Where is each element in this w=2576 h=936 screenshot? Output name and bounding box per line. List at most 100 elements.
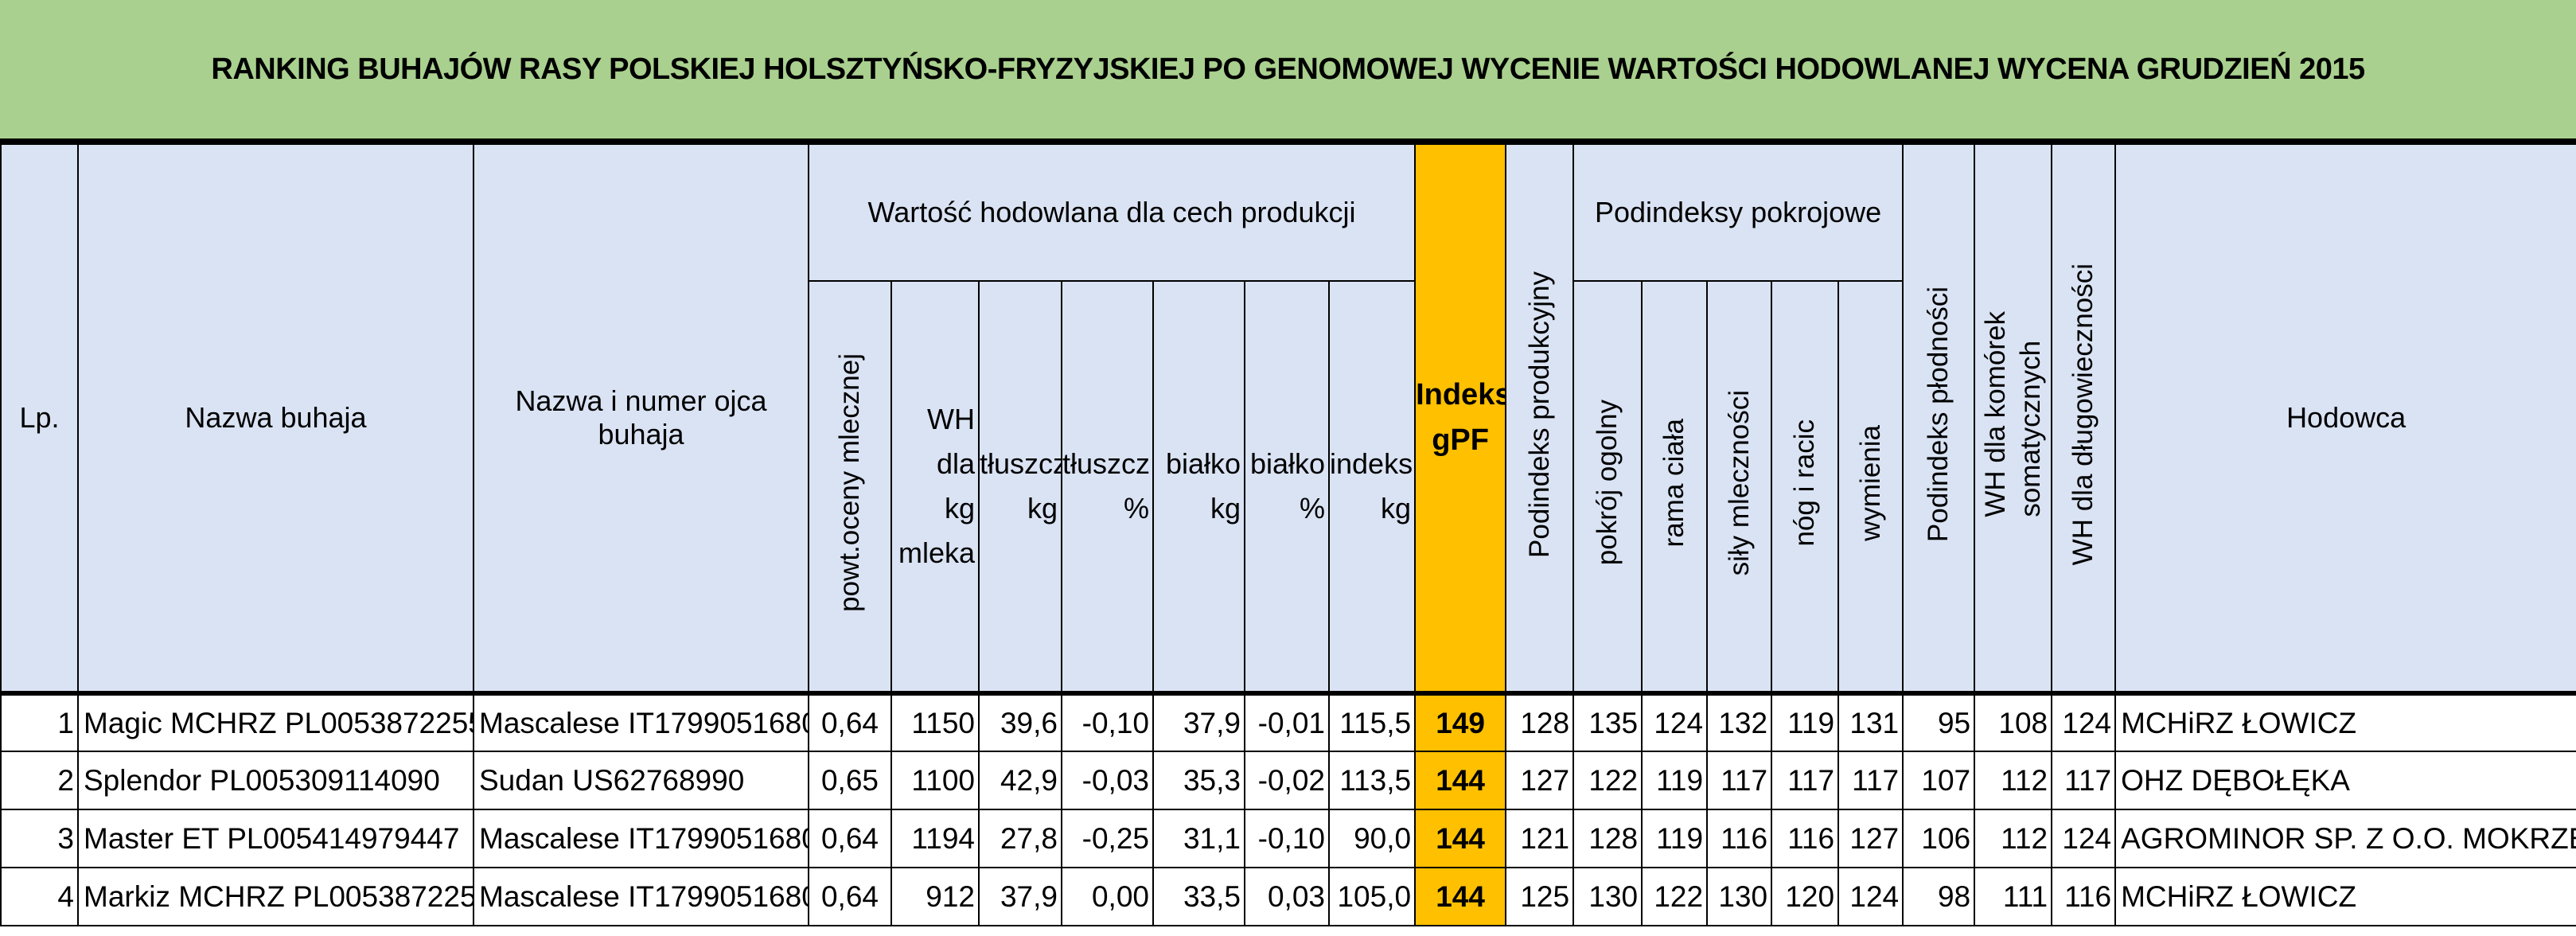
cell-tl-kg: 39,6	[978, 691, 1062, 752]
cell-prod: 128	[1505, 691, 1575, 752]
cell-prod: 125	[1505, 867, 1575, 926]
header-dlugowiecznosci: WH dla długowieczności	[2051, 143, 2117, 694]
cell-wym: 117	[1837, 751, 1904, 810]
cell-kom: 112	[1974, 809, 2053, 868]
cell-plod: 107	[1902, 751, 1976, 810]
cell-plod: 106	[1902, 809, 1976, 868]
cell-prod: 121	[1505, 809, 1575, 868]
cell-pokroj: 128	[1572, 809, 1643, 868]
cell-dlug: 116	[2051, 867, 2117, 926]
header-plodnosci-label: Podindeks płodności	[1923, 286, 1954, 543]
cell-nazwa: Splendor PL005309114090	[77, 751, 474, 810]
cell-dlug: 124	[2051, 691, 2117, 752]
cell-plod: 98	[1902, 867, 1976, 926]
cell-nog: 119	[1771, 691, 1840, 752]
cell-sily: 130	[1706, 867, 1773, 926]
cell-rama: 122	[1641, 867, 1709, 926]
cell-tl-pct: -0,10	[1061, 691, 1154, 752]
cell-mleko: 912	[890, 867, 980, 926]
cell-lp: 2	[0, 751, 79, 810]
cell-lp: 1	[0, 691, 79, 752]
cell-sily: 117	[1706, 751, 1773, 810]
header-group-pokrojowe: Podindeksy pokrojowe	[1572, 143, 1904, 282]
cell-wym: 124	[1837, 867, 1904, 926]
cell-powt: 0,64	[808, 809, 892, 868]
header-tluszcz-pct: tłuszcz%	[1061, 280, 1154, 694]
cell-dlug: 124	[2051, 809, 2117, 868]
cell-mleko: 1194	[890, 809, 980, 868]
cell-indeks-kg: 115,5	[1327, 691, 1417, 752]
cell-pokroj: 135	[1572, 691, 1643, 752]
cell-rama: 119	[1641, 751, 1709, 810]
cell-bi-kg: 35,3	[1152, 751, 1245, 810]
cell-powt: 0,64	[808, 867, 892, 926]
cell-hodowca: MCHiRZ ŁOWICZ	[2114, 691, 2576, 752]
cell-gpf: 144	[1414, 751, 1507, 810]
page-title: RANKING BUHAJÓW RASY POLSKIEJ HOLSZTYŃSK…	[0, 0, 2576, 143]
cell-dlug: 117	[2051, 751, 2117, 810]
cell-ojciec: Mascalese IT17990516801	[473, 867, 809, 926]
cell-ojciec: Mascalese IT17990516801	[473, 809, 809, 868]
table-row: 4 Markiz MCHRZ PL005387225565 Mascalese …	[0, 867, 2576, 926]
cell-gpf: 149	[1414, 691, 1507, 752]
cell-tl-kg: 42,9	[978, 751, 1062, 810]
cell-wym: 131	[1837, 691, 1904, 752]
cell-wym: 127	[1837, 809, 1904, 868]
cell-lp: 3	[0, 809, 79, 868]
cell-pokroj: 130	[1572, 867, 1643, 926]
cell-sily: 116	[1706, 809, 1773, 868]
cell-tl-pct: -0,03	[1061, 751, 1154, 810]
cell-rama: 119	[1641, 809, 1709, 868]
cell-nazwa: Master ET PL005414979447	[77, 809, 474, 868]
cell-indeks-kg: 90,0	[1327, 809, 1417, 868]
cell-indeks-kg: 105,0	[1327, 867, 1417, 926]
header-powt-label: powt.oceny mlecznej	[834, 353, 866, 612]
cell-gpf: 144	[1414, 867, 1507, 926]
header-tluszcz-kg: tłuszcz kg	[978, 280, 1062, 694]
cell-pokroj: 122	[1572, 751, 1643, 810]
header-sily: siły mleczności	[1706, 280, 1773, 694]
header-nog-label: nóg i racic	[1789, 419, 1821, 547]
header-bialko-pct: białko%	[1244, 280, 1330, 694]
cell-mleko: 1150	[890, 691, 980, 752]
cell-gpf: 144	[1414, 809, 1507, 868]
cell-powt: 0,65	[808, 751, 892, 810]
cell-tl-kg: 37,9	[978, 867, 1062, 926]
header-wymienia: wymienia	[1837, 280, 1904, 694]
cell-nazwa: Markiz MCHRZ PL005387225565	[77, 867, 474, 926]
cell-ojciec: Sudan US62768990	[473, 751, 809, 810]
cell-kom: 111	[1974, 867, 2053, 926]
cell-bi-pct: -0,01	[1244, 691, 1330, 752]
cell-ojciec: Mascalese IT17990516801	[473, 691, 809, 752]
header-gpf-line2: gPF	[1432, 423, 1489, 457]
table-row: 2 Splendor PL005309114090 Sudan US627689…	[0, 751, 2576, 810]
header-sily-label: siły mleczności	[1723, 389, 1755, 576]
table-row: 1 Magic MCHRZ PL005387225572 Mascalese I…	[0, 691, 2576, 752]
header-lp: Lp.	[0, 143, 79, 694]
cell-bi-pct: -0,02	[1244, 751, 1330, 810]
header-gpf-line1: Indeks	[1416, 378, 1506, 411]
cell-bi-kg: 31,1	[1152, 809, 1245, 868]
cell-rama: 124	[1641, 691, 1709, 752]
cell-nazwa: Magic MCHRZ PL005387225572	[77, 691, 474, 752]
header-komorek-label: WH dla komórek somatycznych	[1979, 311, 2046, 517]
cell-bi-pct: 0,03	[1244, 867, 1330, 926]
header-wymienia-label: wymienia	[1854, 424, 1886, 541]
header-bialko-kg: białko kg	[1152, 280, 1245, 694]
header-komorek: WH dla komórek somatycznych	[1974, 143, 2053, 694]
header-rama: rama ciała	[1641, 280, 1709, 694]
header-group-production: Wartość hodowlana dla cech produkcji	[807, 143, 1417, 282]
cell-nog: 117	[1771, 751, 1840, 810]
cell-plod: 95	[1902, 691, 1976, 752]
header-rama-label: rama ciała	[1658, 418, 1690, 548]
cell-indeks-kg: 113,5	[1327, 751, 1417, 810]
cell-nog: 116	[1771, 809, 1840, 868]
cell-lp: 4	[0, 867, 79, 926]
cell-hodowca: AGROMINOR SP. Z O.O. MOKRZESZÓW	[2114, 809, 2576, 868]
cell-sily: 132	[1706, 691, 1773, 752]
cell-tl-pct: 0,00	[1061, 867, 1154, 926]
cell-prod: 127	[1505, 751, 1575, 810]
cell-mleko: 1100	[890, 751, 980, 810]
cell-hodowca: MCHiRZ ŁOWICZ	[2114, 867, 2576, 926]
